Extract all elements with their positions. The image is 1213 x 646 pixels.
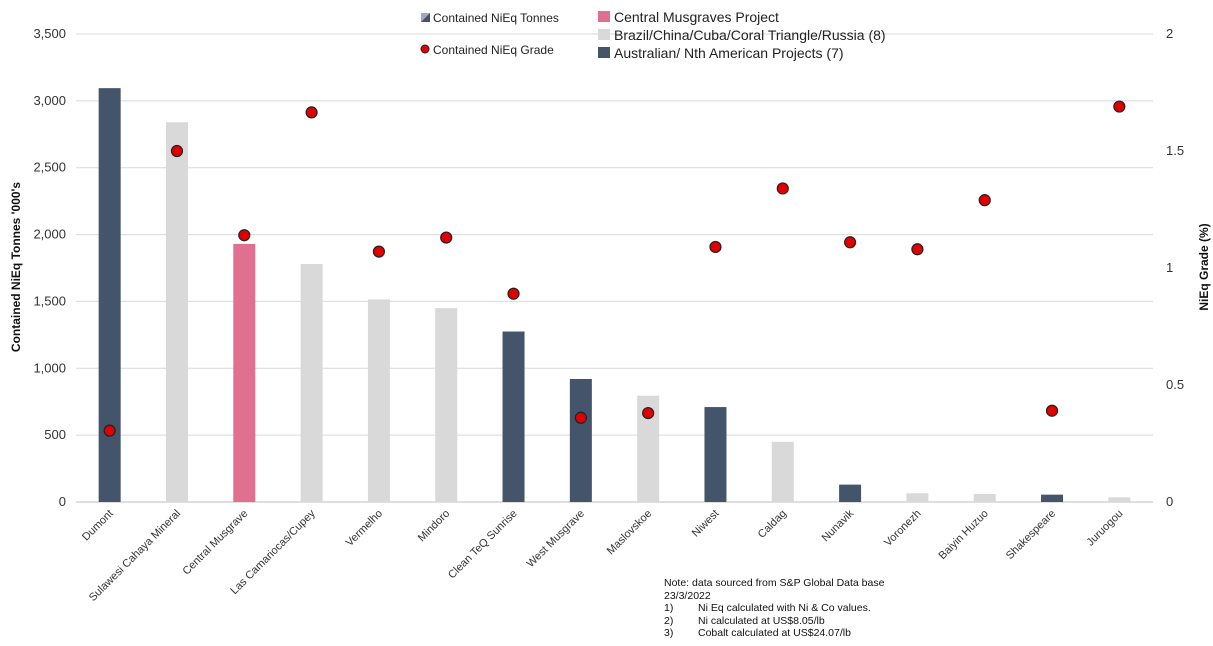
legend-swatch-tonnes-corner — [421, 13, 430, 22]
bar — [502, 331, 525, 502]
bar — [839, 484, 862, 502]
category-label: Shakespeare — [1004, 508, 1058, 562]
bars — [98, 88, 1131, 502]
grade-marker — [170, 144, 184, 158]
y2-tick-label: 1 — [1166, 260, 1173, 275]
bar — [704, 407, 727, 502]
grade-marker — [642, 406, 655, 420]
bar — [569, 378, 592, 502]
category-label: Central Musgrave — [181, 508, 251, 578]
category-label: Caldag — [756, 508, 789, 541]
category-label: Dumont — [80, 508, 116, 544]
footnote-item-2: 2) Ni calculated at US$8.05/lb — [664, 615, 884, 628]
legend: Contained NiEq Tonnes Contained NiEq Gra… — [420, 9, 886, 61]
legend-label-grade: Contained NiEq Grade — [433, 43, 554, 57]
y-tick-label: 2,000 — [33, 227, 66, 242]
footnote: Note: data sourced from S&P Global Data … — [664, 577, 884, 640]
gridlines — [76, 33, 1153, 503]
footnote-text: Cobalt calculated at US$24.07/lb — [698, 627, 851, 640]
y-tick-label: 0 — [59, 494, 66, 509]
legend-item-grade: Contained NiEq Grade — [420, 43, 554, 57]
y2-tick-label: 1.5 — [1166, 143, 1184, 158]
y-tick-label: 3,500 — [33, 26, 66, 41]
bar — [906, 493, 929, 502]
footnote-item-3: 3) Cobalt calculated at US$24.07/lb — [664, 627, 884, 640]
y-tick-label: 500 — [44, 427, 66, 442]
bar — [233, 243, 256, 502]
legend-label-central: Central Musgraves Project — [614, 9, 779, 25]
y-tick-label: 2,500 — [33, 160, 66, 175]
bar — [367, 299, 390, 502]
bar — [1108, 497, 1131, 502]
y2-tick-label: 2 — [1166, 26, 1173, 41]
bar — [1041, 494, 1064, 502]
footnote-num: 2) — [664, 614, 674, 627]
category-label: Clean TeQ Sunrise — [446, 508, 520, 582]
footnote-text: Ni calculated at US$8.05/lb — [698, 614, 825, 627]
category-label: Voronezh — [882, 508, 923, 549]
bar — [637, 395, 660, 502]
grade-marker — [440, 231, 453, 244]
legend-item-brazil: Brazil/China/Cuba/Coral Triangle/Russia … — [598, 27, 886, 43]
legend-swatch-central — [598, 11, 610, 22]
bar — [973, 493, 996, 502]
y2-tick-label: 0 — [1166, 494, 1173, 509]
category-label: Mindoro — [416, 508, 453, 545]
left-axis-ticks: 0 500 1,000 1,500 2,000 2,500 3,000 3,500 — [33, 26, 66, 509]
legend-item-tonnes: Contained NiEq Tonnes — [421, 11, 559, 25]
y-tick-label: 3,000 — [33, 93, 66, 108]
grade-marker — [1113, 100, 1126, 113]
footnote-text: Ni Eq calculated with Ni & Co values. — [698, 602, 871, 615]
grade-marker — [238, 229, 251, 242]
footnote-item-1: 1) Ni Eq calculated with Ni & Co values. — [664, 602, 884, 615]
bar — [300, 263, 323, 502]
category-label: Nunavik — [820, 507, 857, 544]
bar — [771, 441, 794, 502]
grade-marker — [843, 236, 857, 249]
grade-marker — [911, 243, 924, 256]
category-label: West Musgrave — [525, 508, 587, 570]
legend-swatch-brazil — [598, 29, 610, 40]
grade-markers — [103, 100, 1126, 437]
legend-item-aus: Australian/ Nth American Projects (7) — [598, 45, 844, 61]
y-axis-title: Contained NiEq Tonnes '000's — [9, 182, 23, 353]
legend-label-tonnes: Contained NiEq Tonnes — [433, 11, 559, 25]
bar — [98, 88, 121, 502]
grade-marker — [978, 194, 991, 207]
grade-marker — [1045, 404, 1059, 417]
category-label: Maslovskoe — [605, 508, 655, 558]
footnote-date: 23/3/2022 — [664, 589, 711, 602]
right-axis-ticks: 0 0.5 1 1.5 2 — [1166, 26, 1184, 509]
grade-marker — [776, 182, 789, 195]
bar — [435, 308, 458, 502]
y-tick-label: 1,000 — [33, 360, 66, 375]
legend-swatch-aus — [598, 47, 610, 58]
y2-axis-title: NiEq Grade (%) — [1197, 223, 1211, 310]
grade-marker — [574, 411, 587, 424]
footnote-line: Note: data sourced from S&P Global Data … — [664, 577, 885, 589]
grade-marker — [507, 287, 520, 300]
legend-label-brazil: Brazil/China/Cuba/Coral Triangle/Russia … — [614, 27, 886, 43]
legend-label-aus: Australian/ Nth American Projects (7) — [614, 45, 844, 61]
grade-marker — [709, 240, 722, 254]
y-tick-label: 1,500 — [33, 293, 66, 308]
legend-marker-grade — [420, 44, 430, 54]
category-label: Niwest — [690, 508, 722, 540]
footnote-num: 3) — [664, 627, 674, 640]
bar — [165, 122, 188, 502]
category-label: Juruogou — [1085, 508, 1126, 549]
category-label: Baiyin Huzuo — [937, 508, 991, 562]
category-label: Vermelho — [344, 508, 385, 549]
legend-item-central: Central Musgraves Project — [598, 9, 779, 25]
y2-tick-label: 0.5 — [1166, 377, 1184, 392]
grade-marker — [103, 424, 116, 437]
grade-marker — [372, 245, 386, 258]
footnote-num: 1) — [664, 602, 674, 615]
grade-marker — [305, 106, 318, 119]
